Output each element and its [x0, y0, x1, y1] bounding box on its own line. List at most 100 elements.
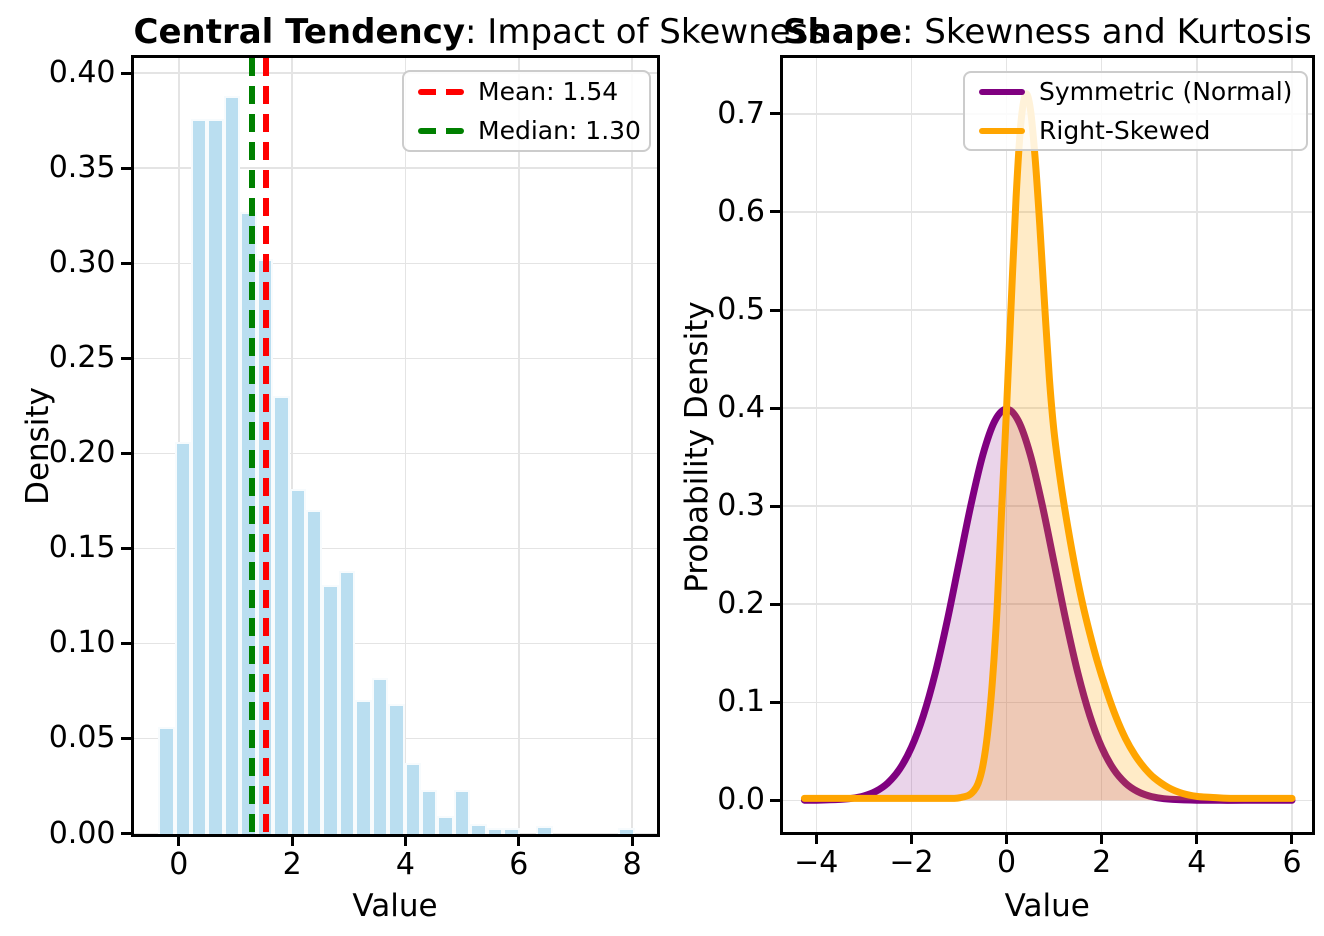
y-tick-mark [770, 210, 780, 214]
horizontal-gridline [783, 505, 1312, 507]
histogram-bar [388, 704, 405, 834]
x-tick-label: 2 [1092, 844, 1112, 880]
y-tick-label: 0.7 [717, 95, 765, 131]
legend-label: Symmetric (Normal) [1039, 77, 1293, 106]
right-plot-area [780, 55, 1315, 835]
legend-row: Symmetric (Normal) [979, 76, 1292, 107]
right-plot-title: Shape: Skewness and Kurtosis [783, 10, 1312, 54]
horizontal-gridline [133, 357, 657, 360]
x-tick-mark [630, 836, 634, 846]
vertical-gridline [1196, 58, 1198, 832]
x-tick-label: −2 [889, 844, 934, 880]
histogram-bar [174, 441, 191, 834]
y-tick-label: 0.5 [717, 292, 765, 328]
y-tick-label: 0.4 [717, 390, 765, 426]
legend-label: Mean: 1.54 [478, 77, 619, 106]
vertical-gridline [404, 58, 407, 834]
legend-swatch [418, 127, 464, 134]
x-tick-mark [814, 834, 818, 844]
y-tick-label: 0.40 [48, 55, 116, 91]
left-plot-area [130, 55, 660, 837]
y-tick-mark [120, 546, 131, 550]
normal-curve-fill [804, 409, 1292, 801]
histogram-bar [437, 816, 454, 834]
right-legend: Symmetric (Normal) Right-Skewed [963, 71, 1308, 151]
histogram-bar [306, 510, 323, 834]
horizontal-gridline [783, 211, 1312, 213]
skewed-curve-fill [804, 93, 1292, 801]
horizontal-gridline [133, 167, 657, 169]
x-tick-mark [1100, 834, 1104, 844]
horizontal-gridline [783, 799, 1312, 802]
y-tick-mark [770, 700, 780, 704]
histogram-bar [338, 571, 356, 834]
vertical-gridline [291, 58, 293, 834]
legend-swatch [418, 88, 464, 95]
x-tick-mark [177, 836, 181, 846]
y-tick-mark [120, 736, 131, 740]
legend-label: Right-Skewed [1039, 116, 1211, 145]
left-x-axis-label: Value [352, 888, 438, 924]
left-plot-title-bold: Central Tendency [133, 12, 466, 52]
density-curves-canvas [800, 90, 1296, 804]
horizontal-gridline [133, 642, 657, 645]
y-tick-label: 0.25 [48, 340, 116, 376]
x-tick-mark [1290, 834, 1294, 844]
y-tick-label: 0.15 [48, 530, 116, 566]
histogram-bar [536, 825, 553, 834]
y-tick-mark [770, 112, 780, 116]
horizontal-gridline [783, 603, 1312, 605]
vertical-gridline [815, 58, 818, 832]
vertical-gridline [631, 58, 633, 834]
legend-row: Mean: 1.54 [418, 76, 635, 107]
histogram-bar [470, 824, 487, 834]
vertical-gridline [910, 58, 913, 832]
histogram-bar [191, 118, 208, 834]
x-tick-label: 8 [622, 846, 642, 882]
y-tick-mark [120, 356, 131, 360]
histogram-bar [322, 584, 339, 834]
y-tick-label: 0.2 [717, 586, 765, 622]
y-tick-mark [120, 451, 131, 455]
horizontal-gridline [133, 832, 657, 835]
histogram-bar [289, 489, 307, 834]
histogram-bar [355, 700, 372, 834]
left-plot-title: Central Tendency: Impact of Skewness [133, 10, 826, 54]
horizontal-gridline [133, 452, 657, 455]
legend-row: Median: 1.30 [418, 115, 641, 146]
y-tick-label: 0.6 [717, 193, 765, 229]
x-tick-label: 4 [1187, 844, 1207, 880]
y-tick-mark [120, 166, 131, 170]
right-y-axis-label: Probability Density [679, 301, 715, 593]
x-tick-label: 6 [509, 846, 529, 882]
legend-swatch [979, 88, 1025, 95]
median-line [249, 58, 256, 834]
horizontal-gridline [783, 701, 1312, 703]
mean-line [263, 58, 270, 834]
left-legend: Mean: 1.54 Median: 1.30 [402, 70, 651, 152]
y-tick-label: 0.20 [48, 435, 116, 471]
y-tick-mark [770, 504, 780, 508]
right-plot-title-bold: Shape [783, 12, 903, 52]
y-tick-label: 0.00 [48, 815, 116, 851]
horizontal-gridline [783, 407, 1312, 409]
x-tick-label: 0 [169, 846, 189, 882]
y-tick-label: 0.10 [48, 625, 116, 661]
x-tick-mark [403, 836, 407, 846]
horizontal-gridline [133, 547, 657, 550]
x-tick-label: 6 [1282, 844, 1302, 880]
legend-row: Right-Skewed [979, 115, 1292, 146]
y-tick-mark [120, 261, 131, 265]
horizontal-gridline [133, 262, 657, 265]
x-tick-label: 2 [282, 846, 302, 882]
x-tick-label: 4 [395, 846, 416, 882]
x-tick-mark [1195, 834, 1199, 844]
histogram-bar [503, 827, 520, 834]
histogram-bar [453, 789, 471, 834]
histogram-bar [486, 827, 504, 834]
y-tick-mark [770, 602, 780, 606]
skewed-curve-line [800, 90, 1296, 802]
y-tick-label: 0.35 [48, 150, 116, 186]
y-tick-label: 0.1 [717, 684, 765, 720]
